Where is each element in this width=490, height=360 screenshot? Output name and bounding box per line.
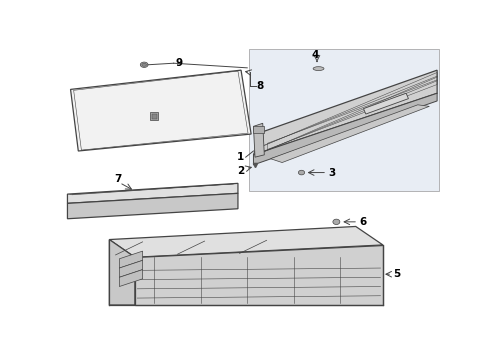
Polygon shape xyxy=(71,70,251,151)
Bar xyxy=(152,114,157,119)
Ellipse shape xyxy=(333,219,340,225)
Text: 6: 6 xyxy=(360,217,367,227)
Bar xyxy=(253,126,264,132)
Polygon shape xyxy=(270,105,429,163)
Polygon shape xyxy=(253,93,437,165)
Ellipse shape xyxy=(142,63,147,66)
Polygon shape xyxy=(253,70,437,155)
Ellipse shape xyxy=(298,170,305,175)
Polygon shape xyxy=(109,226,383,257)
Polygon shape xyxy=(68,183,238,203)
Text: 2: 2 xyxy=(237,166,244,176)
Polygon shape xyxy=(135,245,383,305)
Bar xyxy=(150,112,158,120)
Polygon shape xyxy=(120,270,143,287)
Polygon shape xyxy=(120,251,143,268)
Text: 9: 9 xyxy=(176,58,183,68)
Text: 8: 8 xyxy=(257,81,264,91)
Text: 1: 1 xyxy=(237,152,244,162)
Polygon shape xyxy=(109,239,135,305)
Text: 4: 4 xyxy=(312,50,319,60)
Polygon shape xyxy=(249,49,440,191)
Polygon shape xyxy=(253,123,264,157)
Ellipse shape xyxy=(313,67,324,71)
Text: 3: 3 xyxy=(329,167,336,177)
Text: 5: 5 xyxy=(393,269,400,279)
Ellipse shape xyxy=(140,62,148,67)
Text: 7: 7 xyxy=(114,174,122,184)
Polygon shape xyxy=(364,93,409,114)
Polygon shape xyxy=(68,193,238,219)
Polygon shape xyxy=(120,260,143,277)
